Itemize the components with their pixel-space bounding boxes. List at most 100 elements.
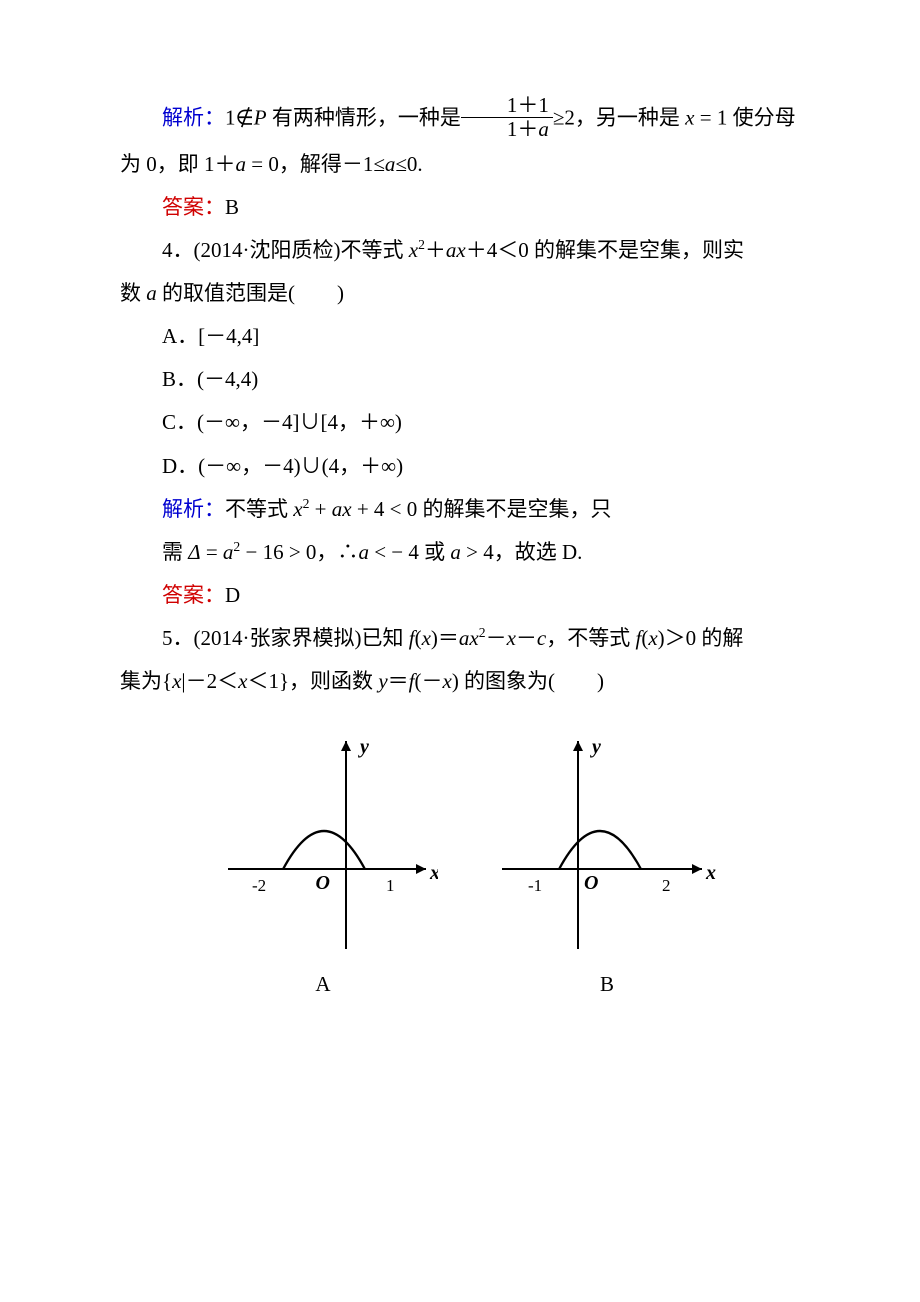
q3-analysis-line2: 为 0，即 1＋a = 0，解得－1≤a≤0. — [120, 143, 810, 186]
tick-right: 1 — [386, 876, 395, 895]
q5h: x — [507, 626, 516, 650]
frac-den-a: 1＋ — [507, 117, 539, 141]
q3-c: ≥2，另一种是 — [553, 105, 685, 129]
q3-e: = 1 使分母 — [694, 105, 795, 129]
frac-den: 1＋a — [461, 117, 553, 141]
q4b: x — [409, 238, 418, 262]
x-arrow-icon — [692, 864, 702, 874]
q4an-b: x — [293, 497, 302, 521]
x-arrow-icon — [416, 864, 426, 874]
y-label: y — [358, 736, 369, 758]
q3-b: 有两种情形，一种是 — [267, 105, 461, 129]
q4l2b: a — [146, 281, 157, 305]
y-arrow-icon — [341, 741, 351, 751]
q4c: ＋ — [425, 238, 446, 262]
graph-A-label: A — [208, 963, 438, 1006]
q5l2e: ＜1}，则函数 — [247, 669, 378, 693]
tick-right: 2 — [662, 876, 671, 895]
q5f: ax — [459, 626, 479, 650]
q5e: )＝ — [431, 626, 459, 650]
parabola-A: y x O -2 1 — [208, 721, 438, 951]
q4-answer-value: D — [225, 583, 240, 607]
graph-B: y x O -1 2 B — [492, 721, 722, 1006]
q5l2g: ＝ — [388, 669, 409, 693]
q5j: c — [537, 626, 546, 650]
q4-optB: B．(－4,4) — [120, 358, 810, 401]
graph-B-label: B — [492, 963, 722, 1006]
q5-stem: 5．(2014·张家界模拟)已知 f(x)＝ax2－x－c，不等式 f(x)＞0… — [120, 617, 810, 660]
q3-fraction: 1＋1 1＋a — [461, 94, 553, 141]
frac-den-b: a — [538, 117, 549, 141]
q3-l2c: = 0，解得－1≤ — [246, 152, 385, 176]
q5l2c: |－2＜ — [181, 669, 238, 693]
tick-left: -1 — [528, 876, 542, 895]
q4-optC: C．(－∞，－4]∪[4，＋∞) — [120, 401, 810, 444]
q5d: x — [422, 626, 431, 650]
q4an-c: + — [309, 497, 331, 521]
q5k: ，不等式 — [546, 626, 635, 650]
graphs-row: y x O -2 1 A y x O -1 2 — [120, 721, 810, 1006]
analysis-label: 解析： — [162, 105, 225, 129]
q5g: － — [486, 626, 507, 650]
q4-stem-line2: 数 a 的取值范围是( ) — [120, 272, 810, 315]
q4e: ＋4＜0 的解集不是空集，则实 — [466, 238, 744, 262]
q4an-e: + 4 < 0 的解集不是空集，只 — [352, 497, 612, 521]
parabola-curve — [528, 831, 672, 949]
q3-l2a: 为 0，即 1＋ — [120, 152, 236, 176]
q4l2-h: > 4，故选 D. — [461, 540, 583, 564]
q3-answer: 答案：B — [120, 186, 810, 229]
q3-a: 1∉ — [225, 105, 254, 129]
q3-l2b: a — [236, 152, 247, 176]
q3-var-P: P — [254, 105, 267, 129]
tick-left: -2 — [252, 876, 266, 895]
q5i: － — [516, 626, 537, 650]
y-label: y — [590, 736, 601, 758]
q4l2-a: 需 — [162, 540, 188, 564]
origin-label: O — [584, 872, 598, 894]
q5o: )＞0 的解 — [658, 626, 744, 650]
analysis-label: 解析： — [162, 497, 225, 521]
q4an-a: 不等式 — [225, 497, 293, 521]
y-arrow-icon — [573, 741, 583, 751]
q4l2c: 的取值范围是( ) — [157, 281, 344, 305]
q5l2j: x — [442, 669, 451, 693]
q4sup: 2 — [418, 237, 425, 252]
q3-answer-value: B — [225, 195, 239, 219]
q3-l2d: a — [385, 152, 396, 176]
q5c: ( — [415, 626, 422, 650]
q4l2-b: = — [201, 540, 223, 564]
q5n: x — [648, 626, 657, 650]
q4an-d: ax — [332, 497, 352, 521]
graph-A: y x O -2 1 A — [208, 721, 438, 1006]
parabola-B: y x O -1 2 — [492, 721, 722, 951]
frac-num: 1＋1 — [461, 94, 553, 117]
answer-label: 答案： — [162, 195, 225, 219]
q5sup: 2 — [479, 625, 486, 640]
q4l2-d: − 16 > 0，∴ — [240, 540, 358, 564]
q5l2f: y — [378, 669, 387, 693]
q4-stem: 4．(2014·沈阳质检)不等式 x2＋ax＋4＜0 的解集不是空集，则实 — [120, 229, 810, 272]
q4l2-e: a — [358, 540, 369, 564]
q4a: 4．(2014·沈阳质检)不等式 — [162, 238, 409, 262]
answer-label: 答案： — [162, 583, 225, 607]
q4l2a: 数 — [120, 281, 146, 305]
q4-optD: D．(－∞，－4)∪(4，＋∞) — [120, 445, 810, 488]
q4l2-c: a — [223, 540, 234, 564]
q5a: 5．(2014·张家界模拟)已知 — [162, 626, 409, 650]
q5l2i: (－ — [414, 669, 442, 693]
q4l2-g: a — [450, 540, 461, 564]
x-label: x — [429, 862, 438, 884]
origin-label: O — [316, 872, 330, 894]
q3-l2e: ≤0. — [395, 152, 422, 176]
q4-analysis-line1: 解析：不等式 x2 + ax + 4 < 0 的解集不是空集，只 — [120, 488, 810, 531]
q5l2a: 集为{ — [120, 669, 172, 693]
q4d: ax — [446, 238, 466, 262]
q5l2k: ) 的图象为( ) — [452, 669, 604, 693]
page: 解析：1∉P 有两种情形，一种是 1＋1 1＋a ≥2，另一种是 x = 1 使… — [0, 0, 920, 1302]
q4l2-delta: Δ — [188, 540, 200, 564]
q4-analysis-line2: 需 Δ = a2 − 16 > 0，∴a < − 4 或 a > 4，故选 D. — [120, 531, 810, 574]
q5-stem-line2: 集为{x|－2＜x＜1}，则函数 y＝f(－x) 的图象为( ) — [120, 660, 810, 703]
q4-optA: A．[－4,4] — [120, 315, 810, 358]
q4-answer: 答案：D — [120, 574, 810, 617]
x-label: x — [705, 862, 716, 884]
